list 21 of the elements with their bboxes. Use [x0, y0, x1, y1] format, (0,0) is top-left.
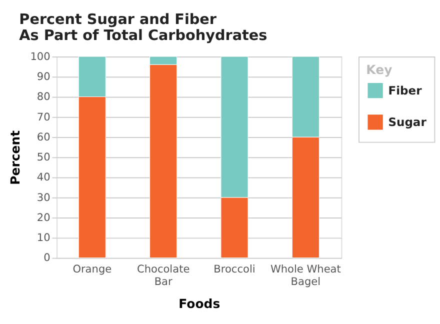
x-axis-title: Foods: [178, 296, 220, 312]
x-tick-label: Broccoli: [214, 264, 256, 276]
legend-label: Sugar: [388, 115, 427, 130]
y-tick-label: 20: [36, 212, 50, 224]
y-tick-label: 60: [36, 131, 50, 144]
y-tick-label: 10: [36, 232, 50, 244]
y-tick-label: 40: [36, 172, 50, 184]
legend-title: Key: [366, 62, 392, 77]
x-tick-label: Whole Wheat Bagel: [270, 264, 341, 288]
y-tick-label: 100: [30, 50, 50, 63]
chart-title: Percent Sugar and Fiber As Part of Total Carbohydrates: [19, 12, 268, 44]
y-tick-label: 50: [36, 152, 50, 164]
y-tick-label: 90: [36, 71, 50, 83]
y-tick-label: 0: [44, 252, 50, 264]
y-tick-label: 70: [36, 111, 50, 124]
y-axis-title: Percent: [8, 130, 23, 185]
legend-label: Fiber: [388, 83, 422, 98]
x-tick-label: Orange: [72, 264, 112, 276]
y-tick-label: 30: [36, 192, 50, 204]
x-tick-label: Chocolate Bar: [136, 264, 190, 288]
y-tick-label: 80: [36, 91, 50, 104]
